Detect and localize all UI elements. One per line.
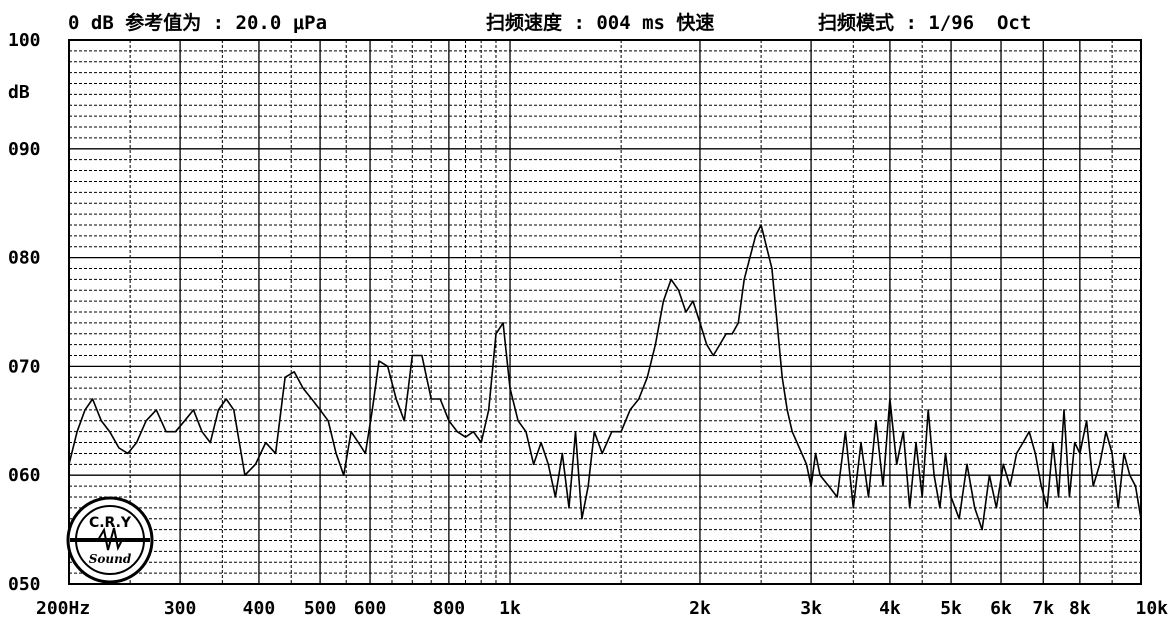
sweep-mode-label: 扫频模式 : 1/96 Oct (818, 12, 1032, 34)
series-line (68, 224, 1142, 531)
x-tick-label: 1k (499, 598, 521, 619)
x-tick-label: 6k (990, 598, 1012, 619)
y-tick-label: 060 (8, 465, 41, 486)
chart-grid (68, 39, 1142, 585)
y-tick-label: 090 (8, 139, 41, 160)
spectrum-series (68, 224, 1142, 531)
x-tick-label: 7k (1032, 598, 1054, 619)
x-tick-label: 10k (1135, 598, 1168, 619)
x-tick-label: 200Hz (36, 598, 90, 619)
sweep-speed-label: 扫频速度 : 004 ms 快速 (486, 12, 715, 34)
y-axis-unit-label: dB (8, 82, 30, 103)
cry-sound-logo: C.R.Y Sound (66, 496, 154, 584)
logo-wave-icon (97, 527, 123, 552)
x-tick-label: 4k (879, 598, 901, 619)
y-tick-label: 070 (8, 356, 41, 377)
x-tick-label: 800 (433, 598, 466, 619)
y-tick-label: 050 (8, 574, 41, 595)
logo-top-text: C.R.Y (89, 515, 132, 531)
y-tick-label: 100 (8, 30, 41, 51)
x-tick-label: 400 (243, 598, 276, 619)
plot-frame (68, 39, 1142, 585)
x-tick-label: 500 (304, 598, 337, 619)
chart-header: 0 dB 参考值为 : 20.0 μPa 扫频速度 : 004 ms 快速 扫频… (0, 0, 1172, 40)
x-axis: 200Hz 300 400 500 600 800 1k 2k 3k 4k 5k 6k 7k 8k 10k (36, 598, 1168, 619)
y-axis: dB 100 090 080 070 060 050 (8, 30, 41, 595)
y-tick-label: 080 (8, 248, 41, 269)
x-tick-label: 3k (800, 598, 822, 619)
x-tick-label: 2k (689, 598, 711, 619)
x-tick-label: 600 (354, 598, 387, 619)
x-tick-label: 5k (940, 598, 962, 619)
x-tick-label: 300 (164, 598, 197, 619)
legend-blank-box (69, 40, 402, 76)
logo-bottom-text: Sound (89, 552, 132, 566)
reference-level-label: 0 dB 参考值为 : 20.0 μPa (68, 12, 328, 34)
x-tick-label: 8k (1069, 598, 1091, 619)
